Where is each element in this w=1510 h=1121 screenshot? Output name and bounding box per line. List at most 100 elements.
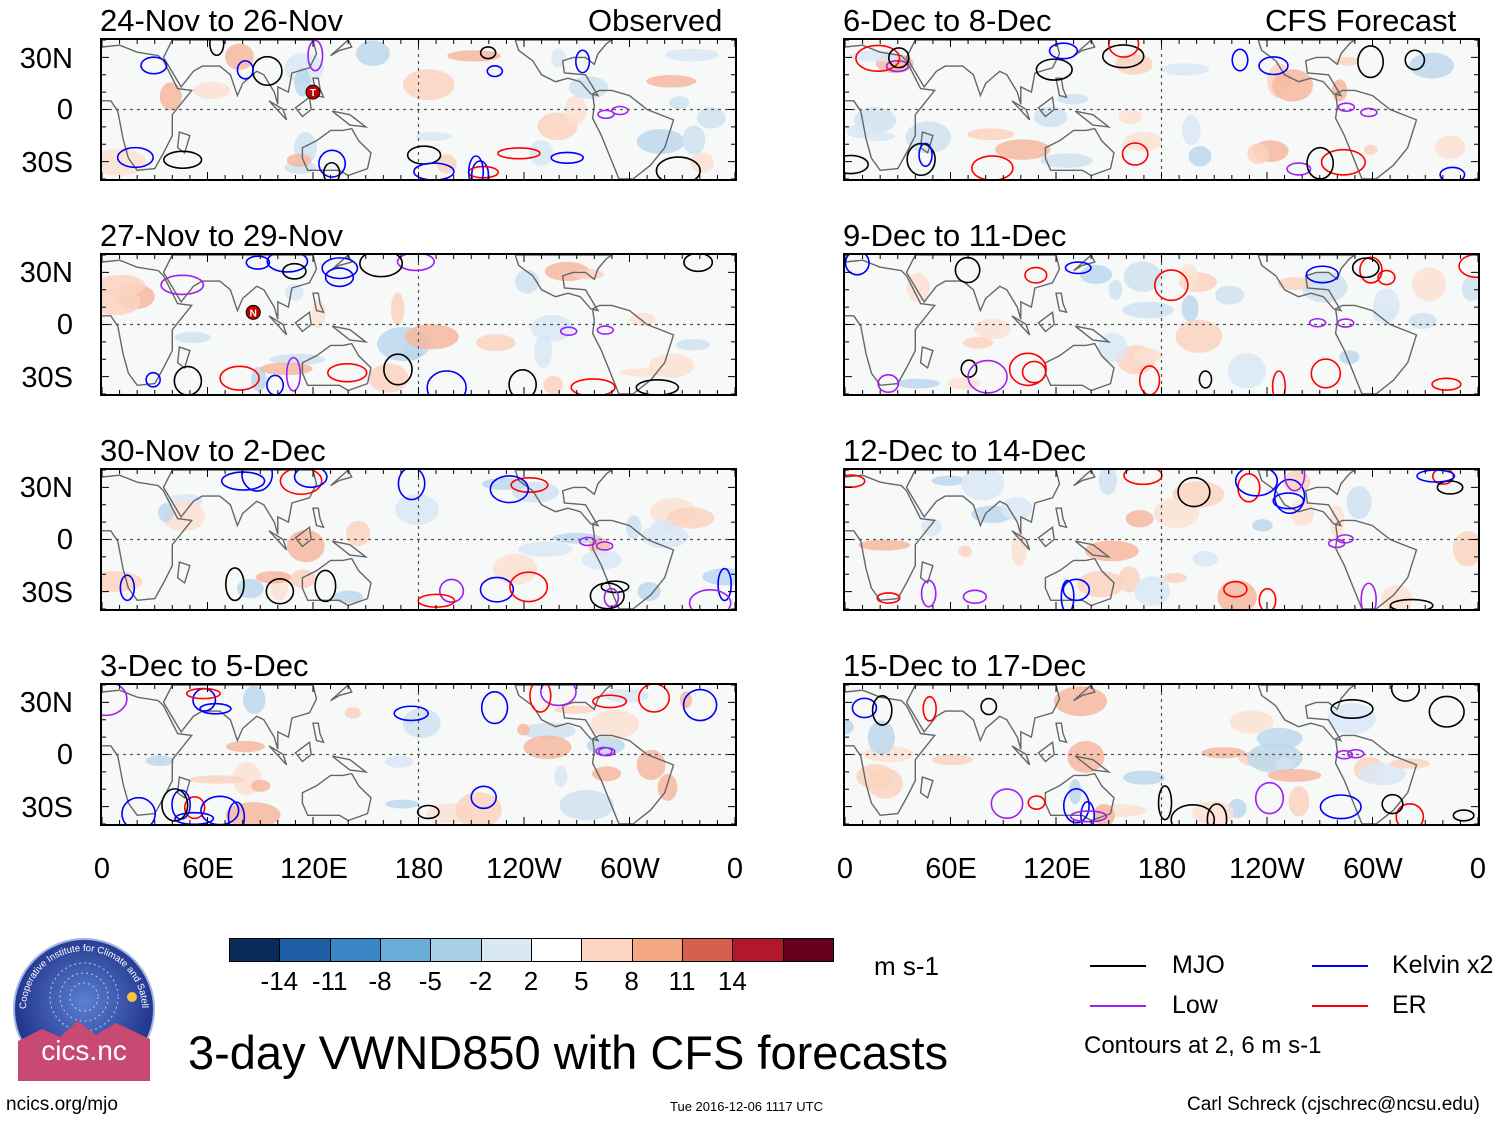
anomaly-shade xyxy=(947,377,981,390)
coastline xyxy=(514,40,614,97)
coastline xyxy=(1037,96,1055,118)
anomaly-shade xyxy=(1188,146,1212,167)
coastline xyxy=(514,255,614,312)
wave-contour xyxy=(980,697,998,716)
anomaly-shade xyxy=(1201,747,1246,759)
anomaly-shade xyxy=(667,507,715,529)
coastline xyxy=(102,44,194,172)
anomaly-shade xyxy=(1160,63,1210,76)
lon-label-120w: 120W xyxy=(1229,853,1305,885)
coastline xyxy=(176,346,191,370)
anomaly-shade xyxy=(1000,497,1033,520)
coastline xyxy=(1334,89,1418,179)
lon-label-60w: 60W xyxy=(1343,853,1403,885)
main-title: 3-day VWND850 with CFS forecasts xyxy=(188,1026,949,1079)
coastline xyxy=(1073,470,1096,487)
low-contour xyxy=(596,325,615,335)
wave-contour xyxy=(145,371,161,388)
tick-marks xyxy=(845,40,1478,179)
wave-contour xyxy=(265,578,295,605)
wave-contour xyxy=(219,365,260,391)
coastline xyxy=(1073,685,1096,702)
wave-contour xyxy=(162,150,203,170)
anomaly-shade xyxy=(958,545,972,557)
anomaly-shade xyxy=(189,775,246,784)
coastline xyxy=(1011,100,1031,121)
anomaly-shade xyxy=(1123,131,1163,152)
anomaly-shade xyxy=(528,140,554,166)
lon-label-120e: 120E xyxy=(280,853,348,885)
wave-contour xyxy=(486,65,504,78)
lat-label-30n: 30N xyxy=(19,257,73,289)
tick-marks xyxy=(845,685,1478,824)
lon-label-360: 0 xyxy=(1469,853,1487,885)
wave-contour xyxy=(285,356,302,392)
wave-contour xyxy=(1021,360,1047,384)
wave-contour xyxy=(510,476,549,494)
anomaly-shade xyxy=(551,48,566,68)
anomaly-shade xyxy=(1181,115,1201,145)
coastline xyxy=(162,255,318,320)
anomaly-shade xyxy=(651,519,675,535)
lat-label-30s: 30S xyxy=(21,362,73,394)
low-contour xyxy=(595,541,614,551)
wave-contour xyxy=(199,702,232,715)
anomaly-shade xyxy=(1134,576,1171,606)
wave-contour xyxy=(855,44,901,73)
low-contour xyxy=(1360,107,1378,118)
coastline xyxy=(330,470,353,487)
anomaly-shade xyxy=(102,148,147,176)
coastline xyxy=(294,96,312,118)
tick-marks xyxy=(102,470,735,609)
wave-contour xyxy=(1108,40,1140,58)
wave-contour xyxy=(1254,781,1285,815)
coastline xyxy=(268,745,288,766)
anomaly-shade xyxy=(1181,295,1199,322)
wave-contour xyxy=(396,255,435,272)
coastline xyxy=(312,292,325,314)
colorbar-units: m s-1 xyxy=(874,951,939,981)
lat-label-30s: 30S xyxy=(21,577,73,609)
coastline xyxy=(845,259,937,387)
lon-label-60e: 60E xyxy=(925,853,977,885)
wave-contour xyxy=(314,569,337,603)
anomaly-shade xyxy=(1084,540,1139,562)
colorbar-tick-label: 14 xyxy=(717,966,747,996)
wave-contour xyxy=(682,688,718,722)
anomaly-shade xyxy=(543,375,563,394)
wave-contour xyxy=(509,571,549,603)
anomaly-shade xyxy=(967,128,1015,141)
wave-contour xyxy=(962,589,988,604)
colorbar-tick-label: 11 xyxy=(668,966,696,996)
colorbar-swatch xyxy=(732,938,784,962)
wave-contour xyxy=(990,788,1024,820)
anomaly-shade xyxy=(493,553,538,585)
footer-left: ncics.org/mjo xyxy=(6,1094,118,1115)
map-panel-fcst-4 xyxy=(843,683,1480,826)
anomaly-shade xyxy=(1118,566,1140,593)
coastline xyxy=(176,776,191,800)
coastline xyxy=(1044,772,1115,822)
colorbar-tick-label: 5 xyxy=(574,966,589,996)
colorbar-swatch xyxy=(279,938,331,962)
wave-contour xyxy=(1439,166,1466,179)
anomaly-shade xyxy=(250,779,271,792)
wave-contour xyxy=(393,705,429,722)
colorbar-tick-label: 2 xyxy=(523,966,539,996)
tick-marks xyxy=(845,255,1478,394)
anomaly-shade xyxy=(284,53,325,84)
wave-contour xyxy=(1258,587,1277,609)
anomaly-shade xyxy=(145,755,175,767)
legend-line-kelvin xyxy=(1312,965,1368,967)
anomaly-shade xyxy=(1040,153,1093,168)
anomaly-shade xyxy=(1372,304,1396,324)
anomaly-shade xyxy=(475,334,516,352)
wave-contour xyxy=(1428,695,1465,728)
anomaly-shade xyxy=(552,532,602,544)
anomaly-shade xyxy=(531,314,573,342)
map-panel-obs-3 xyxy=(100,468,737,611)
wave-contour xyxy=(489,475,530,504)
coastlines xyxy=(845,40,1418,179)
low-contour xyxy=(611,105,629,116)
colorbar-swatch xyxy=(682,938,734,962)
